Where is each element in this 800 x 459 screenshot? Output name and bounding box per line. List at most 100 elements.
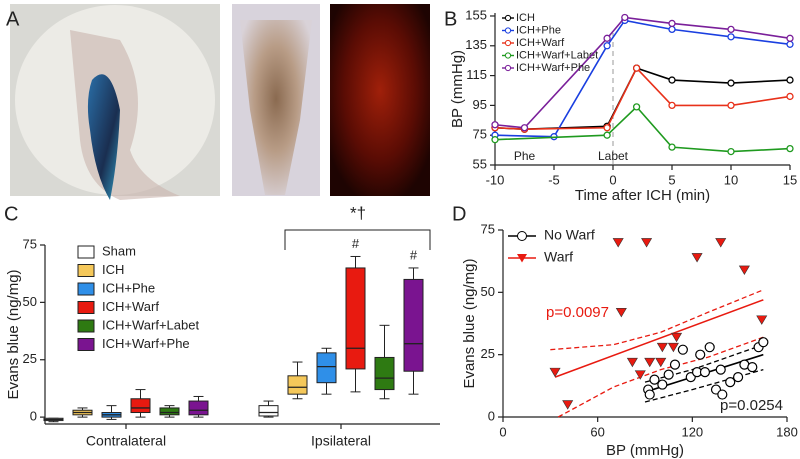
y-axis-label: Evans blue (ng/mg) xyxy=(461,258,478,388)
legend-label: ICH+Warf xyxy=(516,37,565,49)
box xyxy=(258,405,279,417)
point xyxy=(727,79,735,87)
legend-marker xyxy=(504,14,512,22)
annotation: Phe xyxy=(514,149,536,163)
x-tick-label: 0 xyxy=(609,172,616,187)
legend-label: ICH xyxy=(516,12,535,24)
point xyxy=(562,400,574,410)
y-tick-label: 0 xyxy=(30,409,37,424)
point xyxy=(786,34,794,42)
point xyxy=(786,144,794,153)
point xyxy=(612,238,624,248)
point xyxy=(756,315,768,325)
point xyxy=(667,342,679,353)
point xyxy=(786,76,794,84)
legend-label: ICH+Warf+Phe xyxy=(102,336,190,351)
point xyxy=(677,344,688,355)
point xyxy=(786,92,794,101)
x-tick-label: -10 xyxy=(486,172,505,187)
point xyxy=(725,376,736,388)
point xyxy=(727,101,735,110)
y-tick-label: 0 xyxy=(488,408,495,423)
legend-label: ICH+Warf+Labet xyxy=(516,49,598,61)
point xyxy=(668,143,676,151)
legend-label: ICH+Warf+Phe xyxy=(516,62,590,74)
legend-marker xyxy=(504,64,512,72)
point xyxy=(668,25,676,34)
point xyxy=(717,389,728,400)
confidence-band xyxy=(644,344,764,383)
box xyxy=(287,375,308,395)
y-tick-label: 75 xyxy=(473,127,487,142)
legend-marker xyxy=(517,254,527,263)
y-axis-label: Evans blue (ng/mg) xyxy=(5,269,22,399)
legend-swatch xyxy=(77,282,95,296)
point xyxy=(644,357,656,368)
x-axis-label: Time after ICH (min) xyxy=(575,187,710,204)
legend-swatch xyxy=(77,301,95,314)
annotation: Labet xyxy=(598,149,629,163)
legend-label: ICH xyxy=(102,262,124,277)
x-tick-label: Contralateral xyxy=(86,433,166,449)
x-tick-label: 60 xyxy=(590,424,604,439)
photo-panel: A xyxy=(6,4,430,200)
point xyxy=(668,101,676,110)
annotation: *† xyxy=(350,203,366,222)
box xyxy=(188,400,209,416)
box xyxy=(130,398,151,414)
annotation: # xyxy=(410,247,418,262)
point xyxy=(520,124,529,132)
point xyxy=(491,136,499,144)
point xyxy=(758,337,769,348)
legend-label: ICH+Warf xyxy=(102,299,159,314)
point xyxy=(615,307,627,318)
series-line xyxy=(494,105,791,153)
legend-label: ICH+Warf+Labet xyxy=(102,317,199,332)
y-tick-label: 115 xyxy=(466,67,487,82)
confidence-band xyxy=(550,289,764,351)
histology-lesion xyxy=(240,20,312,195)
legend-label: ICH+Phe xyxy=(516,24,561,36)
legend-marker xyxy=(504,52,512,59)
legend-label: ICH+Phe xyxy=(102,280,155,295)
y-tick-label: 50 xyxy=(23,294,37,309)
point xyxy=(657,379,668,390)
point xyxy=(632,103,641,111)
x-tick-label: 10 xyxy=(724,172,738,187)
point xyxy=(669,359,681,370)
annotation: # xyxy=(352,236,360,251)
point xyxy=(634,370,646,380)
point xyxy=(655,357,667,368)
x-tick-label: -5 xyxy=(548,172,560,187)
point xyxy=(649,374,660,385)
panel-letter: B xyxy=(444,8,457,30)
point xyxy=(704,342,715,353)
box xyxy=(345,267,366,370)
x-tick-label: 0 xyxy=(499,424,506,439)
point xyxy=(656,342,668,353)
point xyxy=(491,121,499,129)
point xyxy=(663,369,674,380)
y-tick-label: 75 xyxy=(23,236,37,251)
point xyxy=(626,357,638,368)
x-tick-label: 5 xyxy=(668,172,675,187)
point xyxy=(632,64,641,72)
y-tick-label: 135 xyxy=(465,37,487,52)
annotation: p=0.0254 xyxy=(720,397,783,414)
series-line xyxy=(494,67,791,131)
panel-letter: A xyxy=(6,8,20,30)
confidence-band xyxy=(557,336,764,418)
y-tick-label: 25 xyxy=(481,346,495,361)
x-axis-label: BP (mmHg) xyxy=(606,442,684,459)
point xyxy=(747,362,758,373)
point xyxy=(621,13,629,22)
legend-label: Sham xyxy=(102,243,136,258)
point xyxy=(603,34,611,42)
point xyxy=(727,25,735,34)
legend-marker xyxy=(504,27,512,34)
point xyxy=(668,19,676,28)
point xyxy=(699,367,711,378)
point xyxy=(671,332,683,343)
point xyxy=(549,367,561,378)
